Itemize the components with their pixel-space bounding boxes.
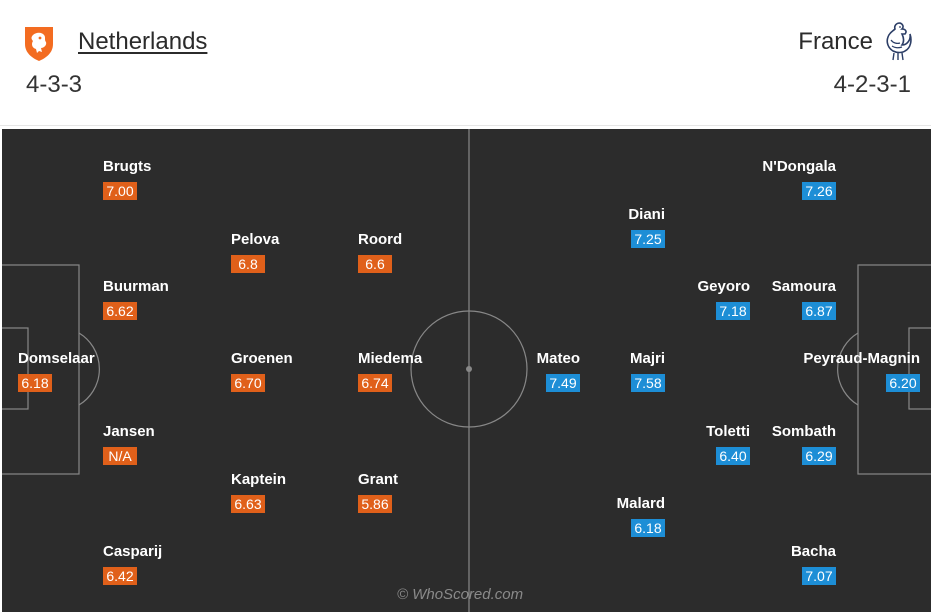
player-name: Casparij: [103, 543, 163, 560]
player-name: Jansen: [103, 423, 155, 440]
player-name: Majri: [629, 350, 665, 367]
away-player[interactable]: N'Dongala 7.26: [636, 158, 836, 201]
match-header: Netherlands 4-3-3 France 4-2-3-1: [0, 0, 931, 126]
player-rating: 6.63: [231, 495, 265, 513]
home-player[interactable]: Casparij 6.42: [103, 543, 303, 586]
away-player[interactable]: Bacha 7.07: [636, 543, 836, 586]
away-player[interactable]: Samoura 6.87: [636, 278, 836, 321]
home-player[interactable]: Jansen N/A: [103, 423, 303, 466]
rooster-icon[interactable]: [880, 20, 914, 64]
player-name: Brugts: [103, 158, 152, 175]
player-name: Sombath: [771, 423, 836, 440]
player-name: Samoura: [771, 278, 836, 295]
player-name: Roord: [358, 231, 403, 248]
away-player[interactable]: Sombath 6.29: [636, 423, 836, 466]
pitch: Brugts 7.00 Pelova 6.8 Roord 6.6 Buurman…: [2, 129, 931, 612]
player-rating: 6.62: [103, 302, 137, 320]
player-name: Groenen: [231, 350, 293, 367]
player-name: Domselaar: [18, 350, 95, 367]
player-name: Bacha: [790, 543, 836, 560]
home-player[interactable]: Groenen 6.70: [231, 350, 431, 393]
player-name: Geyoro: [697, 278, 750, 295]
player-rating: 7.00: [103, 182, 137, 200]
away-player[interactable]: Toletti 6.40: [550, 423, 750, 466]
lion-shield-icon[interactable]: [22, 24, 56, 62]
player-rating: 6.87: [802, 302, 836, 320]
home-formation: 4-3-3: [26, 71, 83, 98]
player-rating: N/A: [103, 447, 137, 465]
player-name: Mateo: [536, 350, 580, 367]
home-player[interactable]: Grant 5.86: [358, 471, 558, 514]
player-rating: 7.26: [802, 182, 836, 200]
player-name: Diani: [628, 206, 665, 223]
player-rating: 7.58: [631, 374, 665, 392]
player-rating: 6.70: [231, 374, 265, 392]
player-rating: 6.8: [231, 255, 265, 273]
player-name: Kaptein: [231, 471, 287, 488]
player-rating: 6.18: [18, 374, 52, 392]
player-name: Grant: [358, 471, 399, 488]
home-player[interactable]: Domselaar 6.18: [18, 350, 218, 393]
player-rating: 6.6: [358, 255, 392, 273]
home-player[interactable]: Miedema 6.74: [358, 350, 558, 393]
player-rating: 6.74: [358, 374, 392, 392]
player-name: Miedema: [358, 350, 423, 367]
home-player[interactable]: Roord 6.6: [358, 231, 558, 274]
player-rating: 6.40: [716, 447, 750, 465]
player-rating: 7.18: [716, 302, 750, 320]
away-team-name[interactable]: France: [798, 28, 873, 55]
player-rating: 7.07: [802, 567, 836, 585]
player-rating: 5.86: [358, 495, 392, 513]
away-player[interactable]: Geyoro 7.18: [550, 278, 750, 321]
player-rating: 7.49: [546, 374, 580, 392]
pitch-markings: [2, 129, 931, 612]
player-name: Malard: [616, 495, 665, 512]
away-player[interactable]: Malard 6.18: [465, 495, 665, 538]
away-player[interactable]: Peyraud-Magnin 6.20: [720, 350, 920, 393]
whoscored-watermark: © WhoScored.com: [397, 586, 524, 603]
player-rating: 6.42: [103, 567, 137, 585]
player-rating: 6.29: [802, 447, 836, 465]
away-player[interactable]: Majri 7.58: [465, 350, 665, 393]
player-name: Peyraud-Magnin: [803, 350, 920, 367]
player-name: Toletti: [706, 423, 750, 440]
player-rating: 6.18: [631, 519, 665, 537]
player-rating: 7.25: [631, 230, 665, 248]
home-player[interactable]: Kaptein 6.63: [231, 471, 431, 514]
away-player[interactable]: Diani 7.25: [465, 206, 665, 249]
player-name: N'Dongala: [762, 158, 836, 175]
away-player[interactable]: Mateo 7.49: [380, 350, 580, 393]
home-team-link[interactable]: Netherlands: [78, 28, 208, 55]
player-rating: 6.20: [886, 374, 920, 392]
home-player[interactable]: Brugts 7.00: [103, 158, 303, 201]
away-formation: 4-2-3-1: [833, 71, 911, 98]
home-player[interactable]: Buurman 6.62: [103, 278, 303, 321]
player-name: Pelova: [231, 231, 280, 248]
player-name: Buurman: [103, 278, 169, 295]
home-player[interactable]: Pelova 6.8: [231, 231, 431, 274]
